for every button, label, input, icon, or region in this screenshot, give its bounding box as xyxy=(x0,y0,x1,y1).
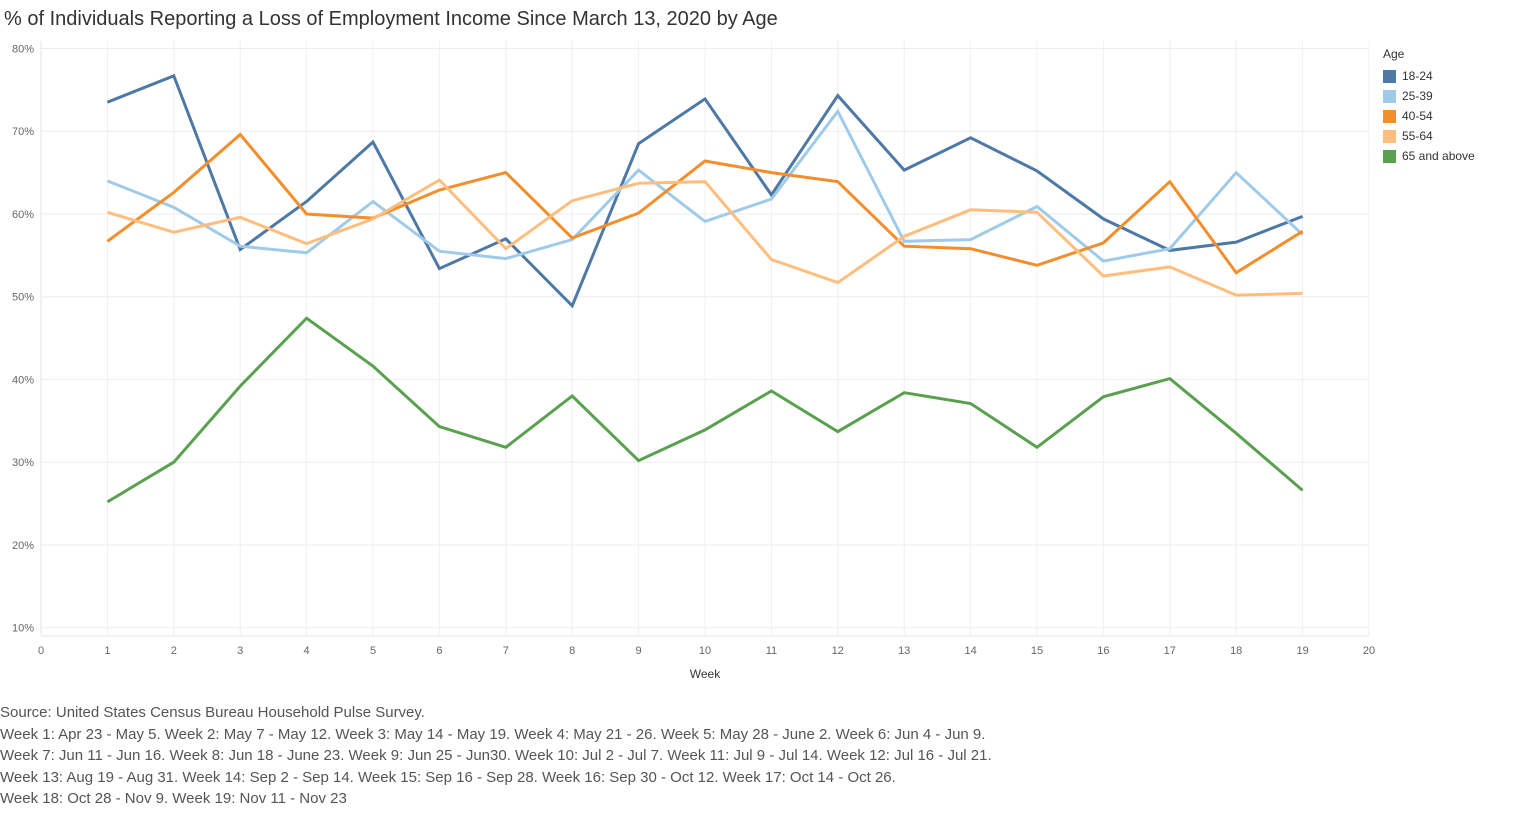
week-dates-note: Week 7: Jun 11 - Jun 16. Week 8: Jun 18 … xyxy=(0,747,992,764)
legend-label: 55-64 xyxy=(1402,129,1433,143)
x-tick-label: 18 xyxy=(1230,645,1242,657)
legend-label: 65 and above xyxy=(1402,149,1475,163)
axes: 10%20%30%40%50%60%70%80%0 1 2 3 4 5 6 7 8 9 10 11 12… xyxy=(12,43,1375,681)
series-lines xyxy=(106,73,1304,504)
x-tick-label: 1 xyxy=(104,645,110,657)
x-tick-label: 4 xyxy=(304,645,310,657)
legend-title: Age xyxy=(1383,47,1405,61)
chart-title: % of Individuals Reporting a Loss of Emp… xyxy=(4,8,778,30)
legend-label: 25-39 xyxy=(1402,89,1433,103)
legend-item: 25-39 xyxy=(1383,86,1475,106)
legend-item: 65 and above xyxy=(1383,146,1475,166)
legend-swatch xyxy=(1383,89,1396,103)
legend-swatch xyxy=(1383,109,1396,123)
source-notes: Source: United States Census Bureau Hous… xyxy=(0,702,992,810)
legend-swatch xyxy=(1383,69,1396,83)
y-tick-label: 40% xyxy=(12,374,34,386)
x-tick-label: 16 xyxy=(1097,645,1109,657)
series-line-65-and-above xyxy=(106,316,1304,504)
y-tick-label: 20% xyxy=(12,540,34,552)
week-dates-note: Week 18: Oct 28 - Nov 9. Week 19: Nov 11… xyxy=(0,790,347,807)
legend-swatch xyxy=(1383,129,1396,143)
y-tick-label: 50% xyxy=(12,292,34,304)
x-axis-title: Week xyxy=(690,667,721,681)
x-tick-label: 13 xyxy=(898,645,910,657)
y-tick-label: 70% xyxy=(12,126,34,138)
x-tick-label: 17 xyxy=(1164,645,1176,657)
x-tick-label: 19 xyxy=(1296,645,1308,657)
source-note: Source: United States Census Bureau Hous… xyxy=(0,704,425,721)
week-dates-note: Week 1: Apr 23 - May 5. Week 2: May 7 - … xyxy=(0,725,986,743)
x-tick-label: 3 xyxy=(237,645,243,657)
series-line-55-64 xyxy=(106,178,1303,297)
series-line-18-24 xyxy=(106,73,1304,309)
x-tick-label: 2 xyxy=(171,645,177,657)
line-chart: 10%20%30%40%50%60%70%80%0 1 2 3 4 5 6 7 8 9 10 11 12… xyxy=(12,41,1375,681)
x-tick-label: 0 xyxy=(38,645,44,657)
legend: Age 18-24 25-39 40-54 55-64 65 and above xyxy=(1383,47,1475,166)
legend-item: 40-54 xyxy=(1383,106,1475,126)
legend-label: 18-24 xyxy=(1402,69,1433,83)
y-tick-label: 30% xyxy=(12,457,34,469)
x-tick-label: 12 xyxy=(832,645,844,657)
x-tick-label: 9 xyxy=(636,645,642,657)
legend-swatch xyxy=(1383,149,1396,163)
x-tick-label: 8 xyxy=(569,645,575,657)
legend-label: 40-54 xyxy=(1402,109,1433,123)
x-tick-label: 10 xyxy=(699,645,711,657)
legend-items: 18-24 25-39 40-54 55-64 65 and above xyxy=(1383,66,1475,166)
x-tick-label: 15 xyxy=(1031,645,1043,657)
gridlines xyxy=(40,41,1370,637)
legend-item: 55-64 xyxy=(1383,126,1475,146)
x-tick-label: 11 xyxy=(766,645,777,657)
week-dates-note: Week 13: Aug 19 - Aug 31. Week 14: Sep 2… xyxy=(0,768,896,786)
series-line-25-39 xyxy=(106,108,1304,263)
x-tick-label: 14 xyxy=(964,645,976,657)
y-tick-label: 10% xyxy=(12,623,34,635)
x-tick-label: 6 xyxy=(436,645,442,657)
x-tick-label: 5 xyxy=(370,645,376,657)
y-tick-label: 60% xyxy=(12,209,34,221)
series-line-40-54 xyxy=(106,132,1304,275)
legend-item: 18-24 xyxy=(1383,66,1475,86)
x-tick-label: 7 xyxy=(503,645,509,657)
y-tick-label: 80% xyxy=(12,43,34,55)
x-tick-label: 20 xyxy=(1363,645,1375,657)
